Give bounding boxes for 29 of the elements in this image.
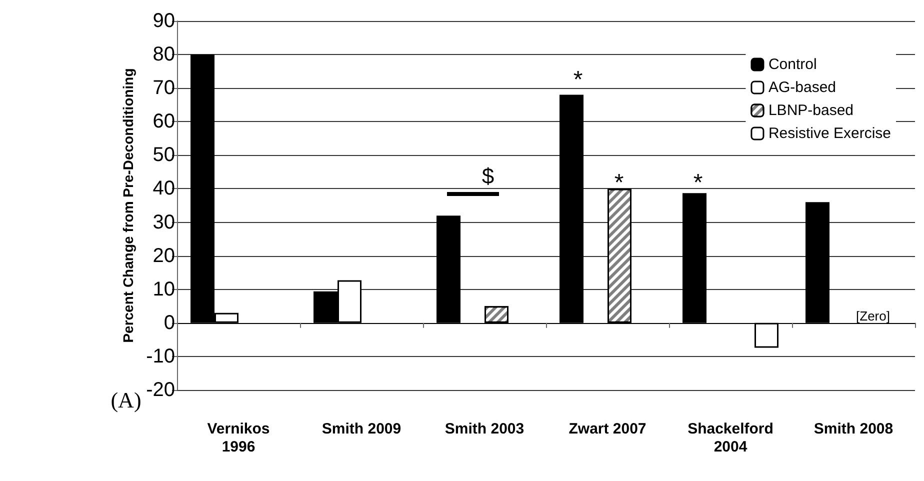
legend-label: Resistive Exercise [768,125,892,142]
legend-label: Control [768,56,817,73]
x-tick-label: Smith 2003 [444,420,524,438]
y-tick-label: 40 [152,178,175,200]
legend-label: LBNP-based [768,102,854,119]
annotation: * [614,170,624,196]
annotation: * [573,66,583,94]
annotation: $ [482,164,494,188]
annotation: * [693,170,703,196]
x-tick-label: Smith 2008 [814,420,894,438]
x-tick-label: Shackelford 2004 [688,420,774,456]
y-tick-label: -10 [146,345,175,368]
x-tick-label: Smith 2009 [322,420,402,438]
x-tick-label: Vernikos 1996 [207,420,270,456]
y-tick-label: 70 [152,77,175,100]
legend-label: AG-based [768,79,836,96]
y-tick-label: 20 [152,244,175,267]
y-axis-title: Percent Change from Pre-Deconditioning [120,68,136,343]
y-tick-label: 10 [152,278,175,300]
annotation: [Zero] [856,308,890,324]
y-tick-label: 60 [152,110,175,133]
y-tick-label: 30 [152,211,175,234]
y-tick-label: 0 [164,312,175,334]
x-tick-label: Zwart 2007 [568,420,646,438]
y-tick-label: 80 [152,44,175,66]
y-tick-label: 50 [152,144,175,166]
text: (A) [110,388,142,412]
y-tick-label: -20 [146,379,175,401]
y-tick-label: 90 [152,10,175,32]
